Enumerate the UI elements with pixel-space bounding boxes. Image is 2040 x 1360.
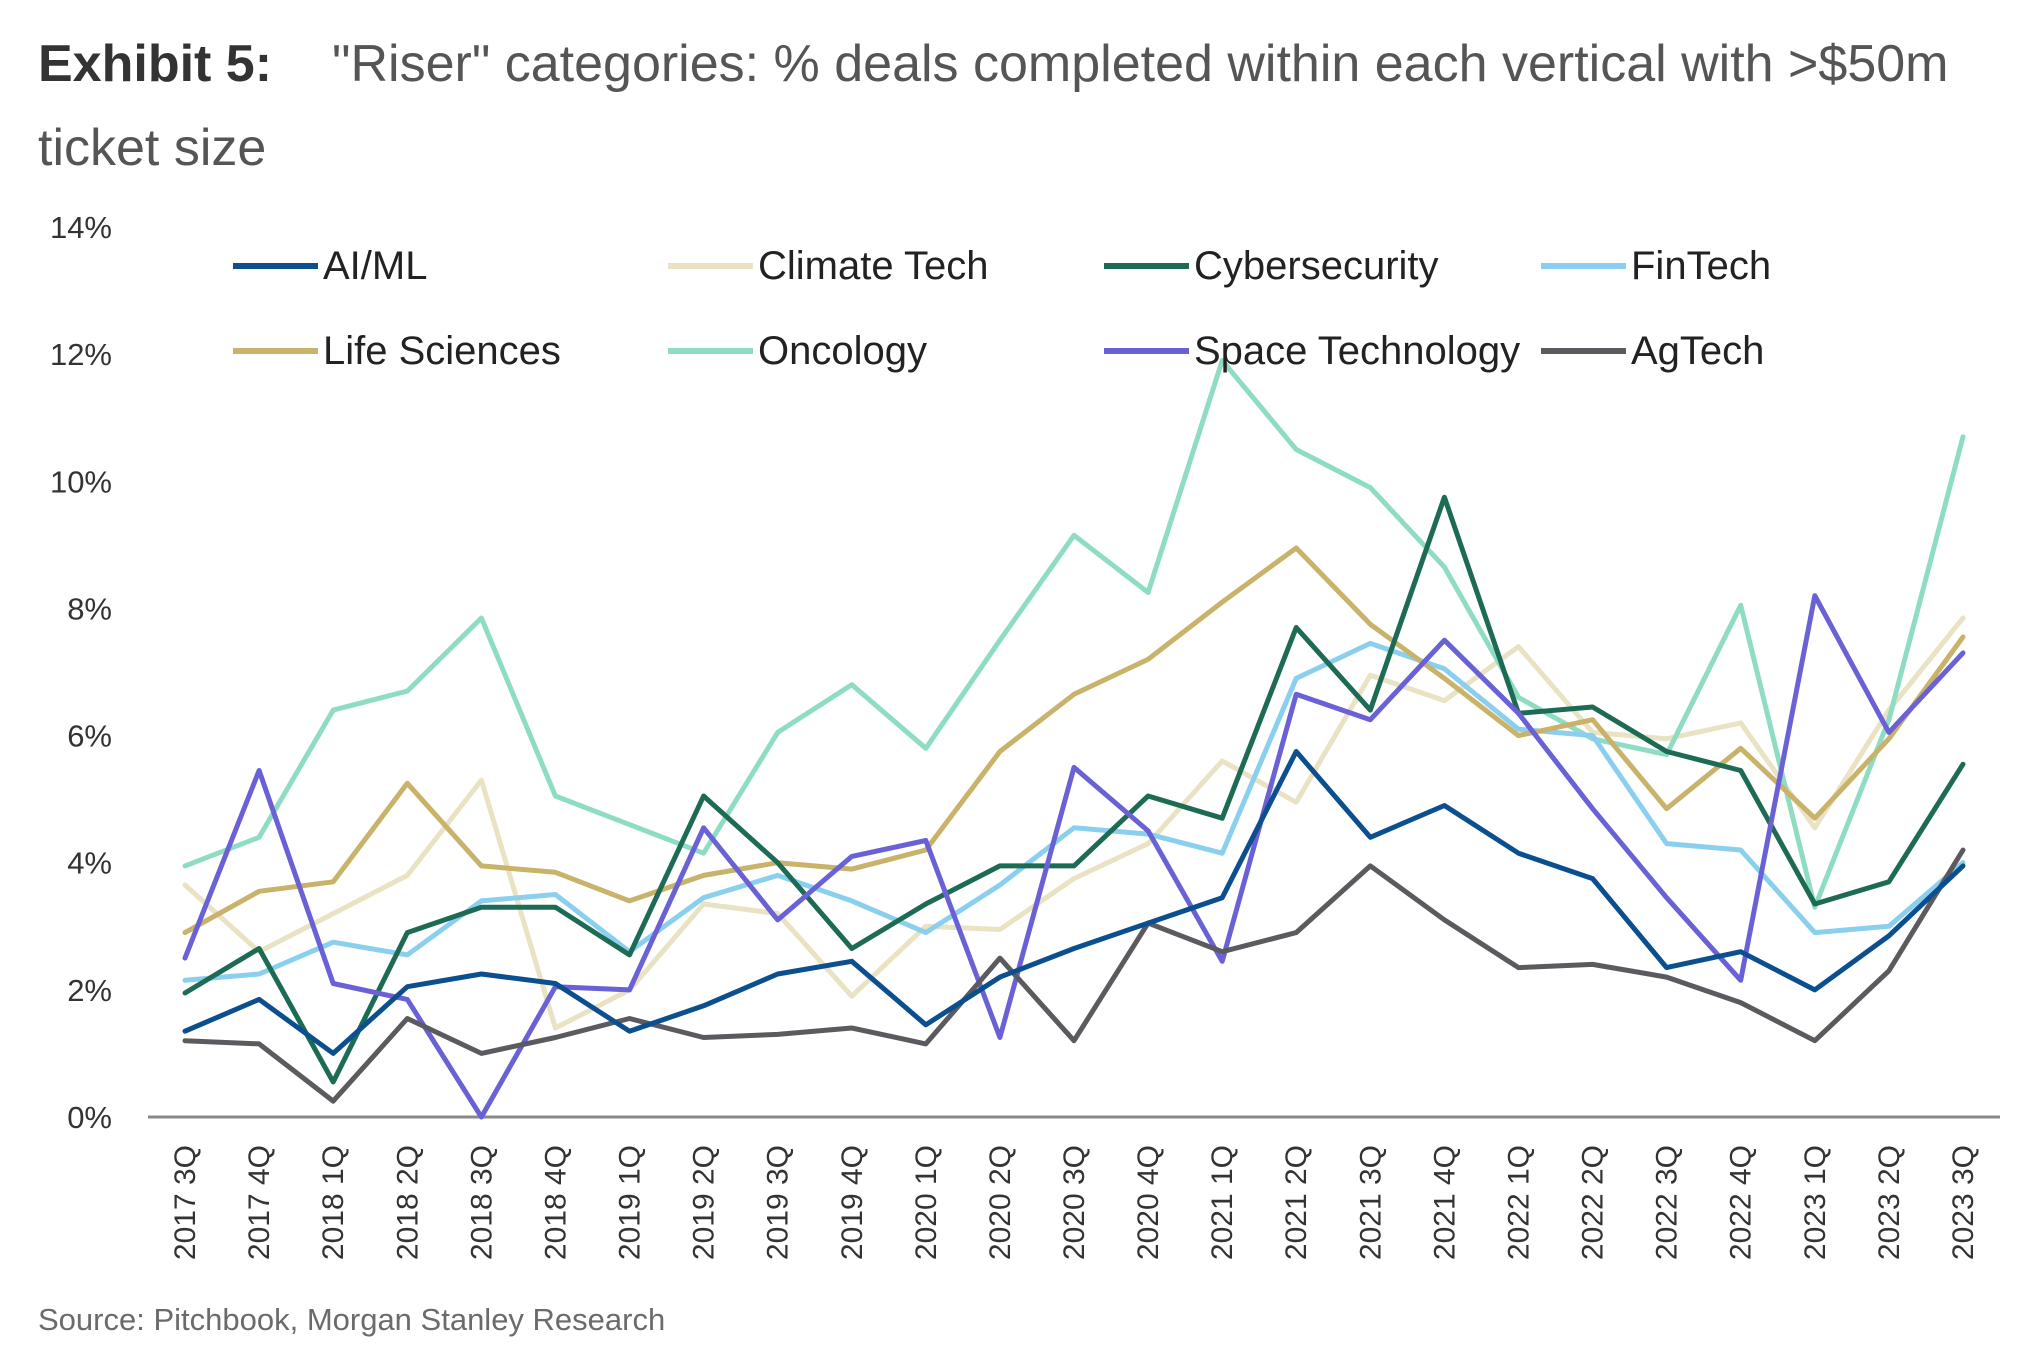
x-tick-label: 2021 2Q [1280,1145,1313,1260]
legend: AI/ML Climate Tech Cybersecurity FinTech Lif… [233,244,1771,373]
x-tick-label: 2023 3Q [1947,1145,1980,1260]
x-tick-label: 2021 3Q [1354,1145,1387,1260]
legend-label-oncology: Oncology [758,329,927,373]
x-tick-label: 2022 3Q [1651,1145,1684,1260]
x-tick-label: 2018 1Q [317,1145,350,1260]
y-tick-label: 10% [50,464,112,499]
x-tick-label: 2017 4Q [243,1145,276,1260]
x-tick-label: 2022 2Q [1577,1145,1610,1260]
x-tick-label: 2020 4Q [1132,1145,1165,1260]
x-tick-label: 2023 1Q [1799,1145,1832,1260]
x-tick-label: 2022 1Q [1502,1145,1535,1260]
y-tick-label: 0% [67,1100,112,1135]
x-tick-label: 2021 1Q [1206,1145,1239,1260]
legend-label-fintech: FinTech [1631,244,1771,288]
exhibit-title-text: "Riser" categories: % deals completed wi… [38,35,1949,177]
x-tick-label: 2023 2Q [1873,1145,1906,1260]
x-tick-label: 2021 4Q [1428,1145,1461,1260]
legend-label-agtech: AgTech [1631,329,1764,373]
legend-label-climate-tech: Climate Tech [758,244,988,288]
x-tick-label: 2018 3Q [465,1145,498,1260]
source-note: Source: Pitchbook, Morgan Stanley Resear… [38,1302,666,1337]
y-tick-label: 6% [67,719,112,754]
series-line-climate-tech [182,615,1966,1031]
legend-label-ai-ml: AI/ML [323,244,427,288]
series-line-space-technology [182,593,1966,1120]
series-lines [182,358,1966,1120]
x-tick-label: 2018 4Q [539,1145,572,1260]
x-tick-label: 2019 4Q [836,1145,869,1260]
series-line-cybersecurity [182,494,1966,1085]
x-tick-label: 2017 3Q [169,1145,202,1260]
series-line-oncology [182,358,1966,910]
x-tick-label: 2022 4Q [1725,1145,1758,1260]
exhibit-label: Exhibit 5: [38,35,273,93]
x-tick-label: 2018 2Q [391,1145,424,1260]
x-tick-label: 2020 1Q [910,1145,943,1260]
y-tick-label: 14% [50,210,112,245]
series-line-agtech [182,847,1966,1104]
series-line-fintech [182,640,1966,983]
series-line-life-sciences [182,545,1966,936]
x-tick-label: 2019 3Q [762,1145,795,1260]
y-tick-label: 8% [67,591,112,626]
y-tick-label: 4% [67,846,112,881]
y-tick-label: 2% [67,973,112,1008]
line-chart: 0% 2% 4% 6% 8% 10% 12% 14% 2017 3Q 2017 4Q 2018 1… [50,210,2000,1260]
y-tick-label: 12% [50,337,112,372]
series-line-ai-ml [182,749,1966,1056]
x-tick-label: 2019 2Q [688,1145,721,1260]
y-axis: 0% 2% 4% 6% 8% 10% 12% 14% [50,210,112,1135]
x-axis: 2017 3Q 2017 4Q 2018 1Q 2018 2Q 2018 3Q 2018 … [169,1145,1980,1260]
legend-label-space-technology: Space Technology [1194,329,1520,373]
x-tick-label: 2020 3Q [1058,1145,1091,1260]
legend-label-life-sciences: Life Sciences [323,329,561,373]
x-tick-label: 2020 2Q [984,1145,1017,1260]
x-tick-label: 2019 1Q [614,1145,647,1260]
exhibit-title: Exhibit 5: "Riser" categories: % deals co… [38,22,2018,190]
legend-label-cybersecurity: Cybersecurity [1194,244,1439,288]
